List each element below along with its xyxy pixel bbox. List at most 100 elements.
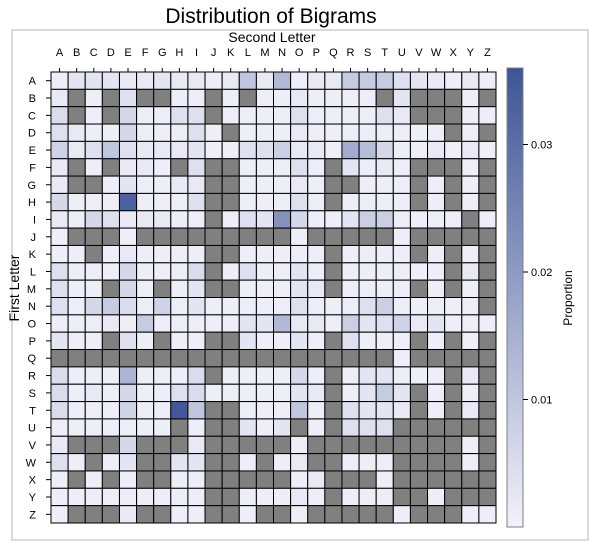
heatmap-cell (478, 244, 497, 264)
heatmap-cell (427, 140, 446, 160)
heatmap-cell (255, 366, 274, 385)
heatmap-cell (461, 262, 480, 281)
y-tick-label: L (30, 266, 36, 278)
heatmap-cell (290, 470, 309, 489)
heatmap-cell (153, 244, 172, 264)
heatmap-cell (101, 401, 120, 420)
heatmap-cell (444, 418, 463, 437)
heatmap-cell (444, 453, 463, 472)
heatmap-cell (358, 453, 377, 472)
heatmap-cell (392, 279, 411, 298)
heatmap-cell (307, 175, 326, 194)
heatmap-cell (153, 349, 172, 368)
heatmap-cell (67, 314, 86, 333)
heatmap-cell (136, 88, 155, 108)
heatmap-cell (153, 210, 172, 229)
heatmap-cell (478, 297, 497, 316)
heatmap-cell (324, 175, 343, 194)
heatmap-cell (153, 227, 172, 246)
heatmap-cell (136, 314, 155, 333)
y-tick-label: I (33, 214, 36, 226)
heatmap-cell (273, 331, 292, 351)
heatmap-cell (50, 244, 69, 264)
y-tick-label: W (26, 457, 37, 469)
heatmap-cell (392, 314, 411, 333)
y-tick-label: U (28, 423, 36, 435)
heatmap-cell (118, 140, 138, 160)
heatmap-cell (187, 487, 206, 507)
heatmap-cell (307, 88, 326, 108)
heatmap-cell (238, 453, 257, 472)
heatmap-cell (101, 158, 120, 177)
heatmap-cell (204, 88, 223, 108)
heatmap-cell (358, 158, 377, 177)
heatmap-cell (50, 366, 69, 385)
heatmap-cell (341, 297, 360, 316)
x-tick-label: Q (329, 47, 338, 59)
y-tick-label: E (29, 145, 36, 157)
heatmap-cell (478, 314, 497, 333)
y-tick-label: C (28, 110, 36, 122)
heatmap-cell (375, 262, 394, 281)
heatmap-cell (461, 297, 480, 316)
heatmap-cell (409, 383, 429, 403)
heatmap-cell (118, 418, 138, 437)
heatmap-cell (101, 227, 120, 246)
heatmap-cell (273, 505, 292, 524)
heatmap-cell (238, 331, 257, 351)
heatmap-cell (50, 435, 69, 455)
heatmap-cell (375, 192, 394, 212)
heatmap-cell (50, 453, 69, 472)
heatmap-cell (187, 88, 206, 108)
x-tick-label: C (90, 47, 98, 59)
x-tick-label: K (227, 47, 235, 59)
heatmap-cell (67, 140, 86, 160)
heatmap-cell (153, 505, 172, 524)
heatmap-cell (444, 279, 463, 298)
heatmap-cell (427, 192, 446, 212)
heatmap-cell (255, 88, 274, 108)
heatmap-cell (67, 106, 86, 125)
heatmap-cell (273, 227, 292, 246)
heatmap-cell (341, 366, 360, 385)
heatmap-cell (67, 418, 86, 437)
heatmap-cell (307, 244, 326, 264)
heatmap-cell (409, 487, 429, 507)
heatmap-cell (67, 262, 86, 281)
y-tick-label: K (29, 249, 37, 261)
heatmap-cell (153, 366, 172, 385)
heatmap-cell (392, 470, 411, 489)
heatmap-cell (444, 140, 463, 160)
heatmap-cell (221, 244, 240, 264)
heatmap-cell (84, 244, 103, 264)
heatmap-cell (204, 262, 223, 281)
heatmap-cell (187, 106, 206, 125)
colorbar-tick-label: 0.03 (531, 140, 552, 152)
heatmap-cell (153, 106, 172, 125)
heatmap-cell (409, 123, 429, 142)
heatmap-cell (255, 383, 274, 403)
x-tick-label: X (450, 47, 458, 59)
x-tick-label: U (398, 47, 406, 59)
heatmap-cell (307, 158, 326, 177)
heatmap-cell (461, 227, 480, 246)
heatmap-cell (324, 244, 343, 264)
heatmap-cell (307, 71, 326, 90)
heatmap-cell (358, 331, 377, 351)
heatmap-cell (101, 470, 120, 489)
heatmap-cell (461, 210, 480, 229)
heatmap-cell (341, 418, 360, 437)
heatmap-cell (478, 383, 497, 403)
heatmap-cell (409, 453, 429, 472)
heatmap-cell (136, 505, 155, 524)
heatmap-cell (255, 192, 274, 212)
heatmap-cell (478, 331, 497, 351)
heatmap-cell (187, 192, 206, 212)
heatmap-cell (358, 262, 377, 281)
heatmap-cell (187, 418, 206, 437)
heatmap-cell (375, 210, 394, 229)
heatmap-cell (409, 71, 429, 90)
heatmap-cell (170, 262, 189, 281)
heatmap-cell (255, 487, 274, 507)
heatmap-cell (273, 175, 292, 194)
